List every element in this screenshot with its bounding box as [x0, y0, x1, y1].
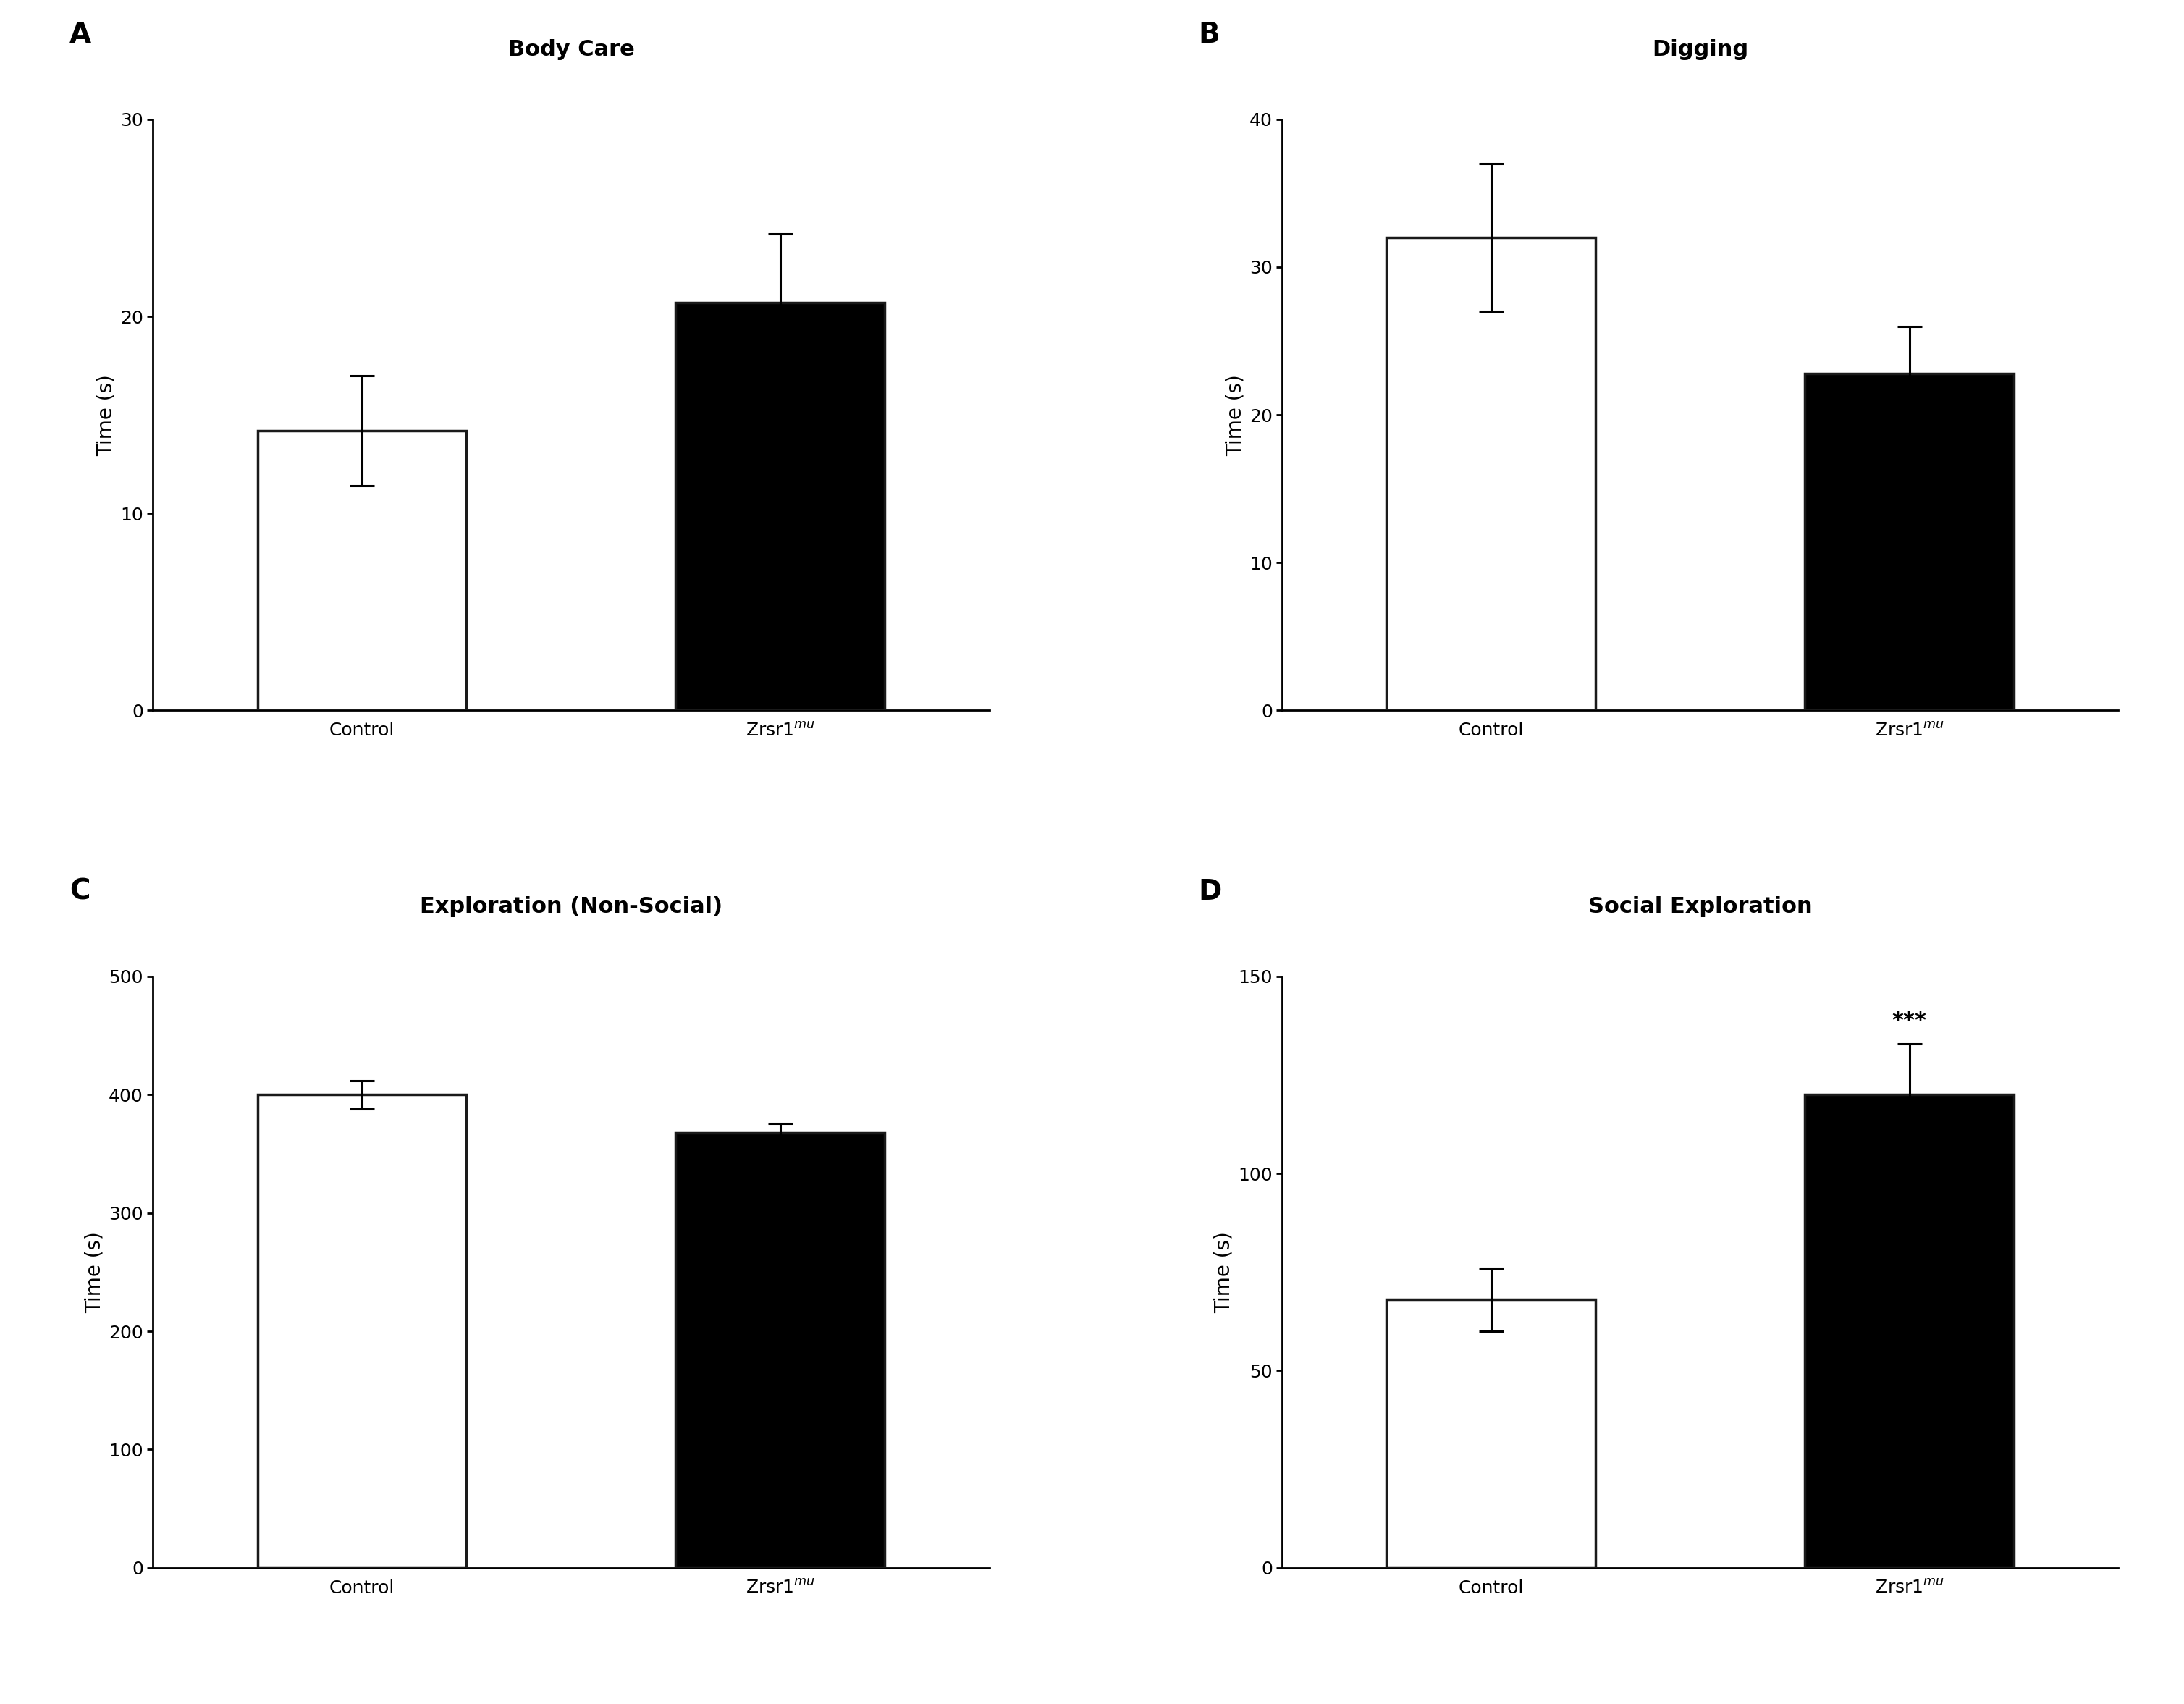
Y-axis label: Time (s): Time (s): [85, 1232, 105, 1312]
Text: A: A: [70, 20, 92, 48]
Bar: [1804, 1094, 2014, 1568]
Text: ***: ***: [1891, 1010, 1926, 1031]
Bar: [675, 1133, 885, 1568]
Text: D: D: [1199, 878, 1221, 905]
Text: Social Exploration: Social Exploration: [1588, 896, 1813, 917]
Bar: [1387, 1300, 1597, 1568]
Y-axis label: Time (s): Time (s): [1225, 375, 1245, 455]
Text: Body Care: Body Care: [509, 39, 633, 60]
Text: C: C: [70, 878, 90, 905]
Bar: [258, 431, 467, 711]
Bar: [675, 303, 885, 711]
Text: Exploration (Non-Social): Exploration (Non-Social): [419, 896, 723, 917]
Text: B: B: [1199, 20, 1221, 48]
Text: Digging: Digging: [1651, 39, 1749, 60]
Bar: [1804, 373, 2014, 711]
Bar: [258, 1094, 467, 1568]
Y-axis label: Time (s): Time (s): [96, 375, 116, 455]
Y-axis label: Time (s): Time (s): [1214, 1232, 1234, 1312]
Bar: [1387, 237, 1597, 711]
